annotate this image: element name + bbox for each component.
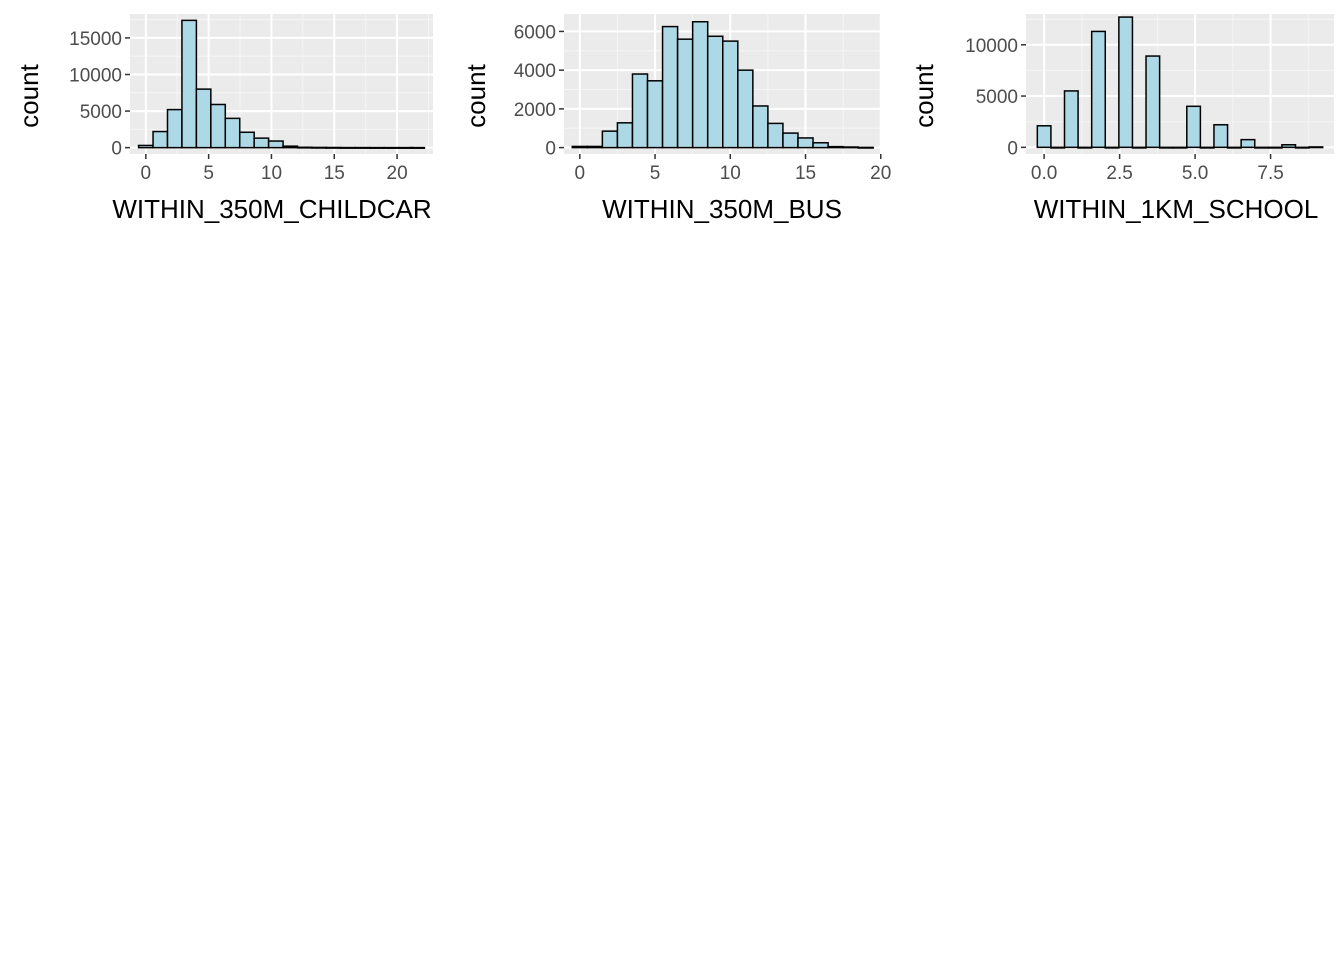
histogram-bar — [767, 122, 784, 149]
histogram-bar — [1281, 144, 1297, 149]
y-tick-label: 6000 — [514, 22, 556, 43]
x-tick-label: 20 — [870, 163, 891, 184]
y-tick-label: 15000 — [69, 29, 122, 50]
histogram-bar — [224, 117, 241, 149]
histogram-bar — [1077, 146, 1093, 149]
histogram-bar — [586, 145, 604, 149]
y-tick-label: 10000 — [965, 36, 1018, 57]
histogram-bar — [842, 146, 859, 149]
histogram-bar — [646, 80, 664, 149]
histogram-bar — [676, 38, 694, 149]
histogram-panel-1: 0 5 10 15 20 0 5000 10000 15000 WITHIN_350M_CHILD… — [14, 14, 433, 224]
histogram-bar — [383, 146, 400, 149]
histogram-bar — [340, 146, 357, 149]
histogram-bar — [253, 137, 270, 149]
histogram-bar — [1104, 146, 1120, 149]
histogram-panel-2: 0 5 10 15 20 0 2000 4000 6000 WITHIN_350M_BUS coun… — [461, 14, 891, 224]
histogram-bar — [1172, 146, 1188, 149]
x-tick-label: 2.5 — [1106, 163, 1132, 184]
histogram-bar — [1050, 146, 1066, 149]
histogram-bar — [631, 73, 649, 149]
histogram-bar — [152, 130, 169, 149]
histogram-bar — [1253, 146, 1270, 149]
y-axis-title: count — [461, 63, 491, 127]
histogram-bar — [691, 20, 709, 149]
x-tick-label: 0 — [575, 163, 586, 184]
x-axis-title: WITHIN_350M_BUS — [602, 194, 842, 224]
histogram-bar — [195, 88, 212, 149]
y-tick-label: 4000 — [514, 61, 556, 82]
y-axis-title: count — [909, 63, 939, 127]
histogram-bar — [1090, 30, 1107, 149]
histogram-bar — [1036, 125, 1052, 149]
histogram-bar — [1213, 124, 1229, 149]
y-tick-label: 2000 — [514, 100, 556, 121]
histogram-bar — [354, 146, 371, 149]
x-tick-label: 5 — [650, 163, 661, 184]
x-tick-label: 7.5 — [1257, 163, 1283, 184]
histogram-panel-3: 0.0 2.5 5.0 7.5 0 5000 10000 WITHIN_1KM_SCHOOL c… — [909, 14, 1334, 224]
histogram-bar — [1294, 146, 1310, 149]
x-tick-label: 5 — [203, 163, 214, 184]
histogram-bar — [797, 137, 814, 149]
histogram-bar — [616, 122, 634, 149]
y-tick-label: 0 — [1007, 138, 1018, 159]
histogram-bar — [782, 132, 799, 149]
x-axis-title: WITHIN_350M_CHILDCAR — [112, 194, 431, 224]
histogram-bar — [368, 146, 385, 149]
y-tick-label: 5000 — [80, 102, 122, 123]
histogram-bar — [1131, 146, 1147, 149]
histogram-bar — [857, 146, 874, 149]
histogram-bar — [571, 145, 589, 149]
histogram-bar — [409, 146, 426, 149]
histogram-bar — [137, 144, 154, 149]
x-axis-title: WITHIN_1KM_SCHOOL — [1034, 194, 1319, 224]
histogram-bar — [706, 35, 724, 149]
histogram-bar — [325, 146, 342, 149]
histogram-bar — [1158, 146, 1174, 149]
y-tick-label: 0 — [111, 139, 122, 160]
histogram-bar — [737, 69, 754, 149]
histogram-bar — [1145, 55, 1161, 149]
histogram-bar — [601, 130, 619, 149]
histogram-bar — [311, 146, 328, 149]
histogram-bar — [827, 145, 844, 149]
y-tick-label: 5000 — [976, 87, 1018, 108]
histogram-bar — [722, 40, 739, 149]
y-tick-label: 0 — [545, 139, 556, 160]
histogram-bar — [296, 146, 313, 149]
histogram-bar — [1308, 146, 1324, 149]
histogram-bar — [1063, 90, 1079, 149]
x-tick-label: 0 — [141, 163, 152, 184]
y-axis-title: count — [14, 63, 44, 127]
histogram-bar — [210, 103, 227, 149]
histogram-bar — [181, 19, 198, 149]
histogram-bar — [1118, 16, 1134, 149]
histogram-bar — [812, 142, 829, 149]
histogram-bar — [661, 25, 679, 149]
histogram-bar — [282, 145, 299, 149]
x-tick-label: 15 — [795, 163, 816, 184]
histogram-bar — [1199, 146, 1215, 149]
x-tick-label: 0.0 — [1031, 163, 1057, 184]
histogram-bar — [1240, 138, 1256, 149]
histogram-bar — [1267, 146, 1283, 149]
histogram-bar — [1226, 146, 1242, 149]
x-tick-label: 5.0 — [1182, 163, 1208, 184]
histogram-bar — [166, 108, 183, 149]
x-tick-label: 15 — [324, 163, 345, 184]
histogram-bar — [238, 131, 255, 149]
x-tick-label: 10 — [261, 163, 282, 184]
histogram-bar — [752, 105, 769, 149]
histogram-bar — [1186, 105, 1202, 149]
x-tick-label: 20 — [387, 163, 408, 184]
histogram-bar — [267, 140, 284, 149]
x-tick-label: 10 — [720, 163, 741, 184]
y-tick-label: 10000 — [69, 65, 122, 86]
